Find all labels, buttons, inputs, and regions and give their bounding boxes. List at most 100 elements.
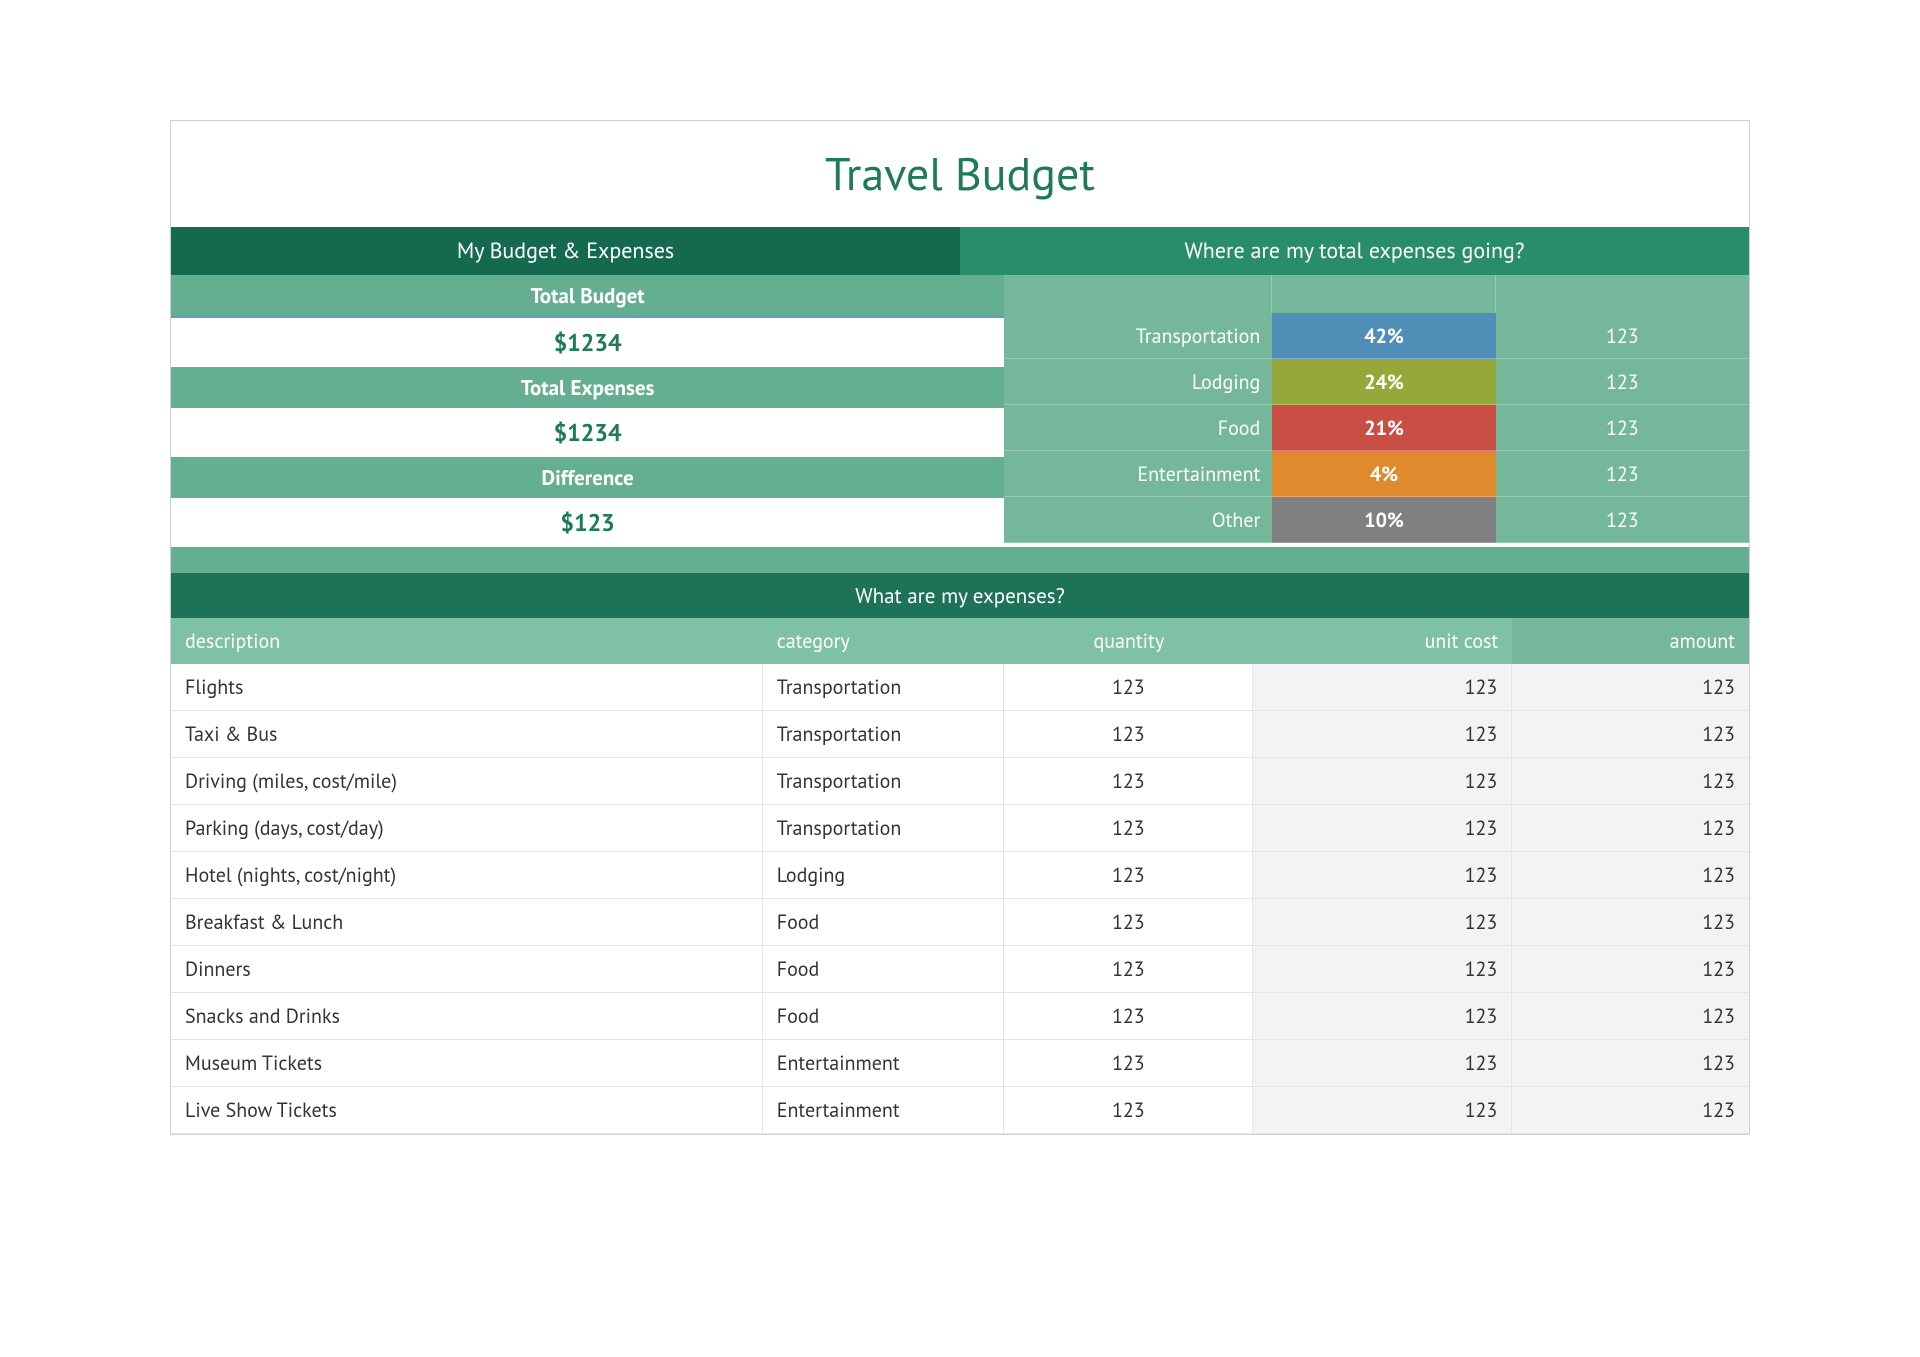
total-expenses-label: Total Expenses [171,367,1004,408]
cell-amount[interactable]: 123 [1512,899,1749,945]
total-expenses-value[interactable]: $1234 [171,408,1004,457]
cell-amount[interactable]: 123 [1512,993,1749,1039]
summary-block: Total Budget $1234 Total Expenses $1234 … [171,275,1749,547]
cell-category[interactable]: Transportation [763,805,1004,851]
cell-description[interactable]: Snacks and Drinks [171,993,763,1039]
col-amount: amount [1512,618,1749,664]
breakdown-pct: 10% [1272,497,1495,543]
breakdown-value: 123 [1496,359,1749,405]
cell-quantity[interactable]: 123 [1004,664,1253,710]
cell-quantity[interactable]: 123 [1004,758,1253,804]
breakdown-label: Entertainment [1004,451,1272,497]
cell-category[interactable]: Food [763,993,1004,1039]
breakdown-pct: 42% [1272,313,1495,359]
expense-row[interactable]: Hotel (nights, cost/night)Lodging1231231… [171,852,1749,899]
expense-row[interactable]: Live Show TicketsEntertainment123123123 [171,1087,1749,1134]
expenses-column-headers: description category quantity unit cost … [171,618,1749,664]
cell-amount[interactable]: 123 [1512,946,1749,992]
difference-value[interactable]: $123 [171,498,1004,547]
budget-sheet: Travel Budget My Budget & Expenses Where… [170,120,1750,1135]
cell-quantity[interactable]: 123 [1004,993,1253,1039]
expenses-section-title: What are my expenses? [171,573,1749,618]
cell-amount[interactable]: 123 [1512,664,1749,710]
cell-unit-cost[interactable]: 123 [1253,664,1512,710]
col-description: description [171,618,763,664]
breakdown-pct: 21% [1272,405,1495,451]
cell-category[interactable]: Transportation [763,711,1004,757]
cell-description[interactable]: Parking (days, cost/day) [171,805,763,851]
cell-amount[interactable]: 123 [1512,805,1749,851]
breakdown-table: Transportation42%123Lodging24%123Food21%… [1004,275,1749,547]
cell-unit-cost[interactable]: 123 [1253,1087,1512,1133]
cell-description[interactable]: Driving (miles, cost/mile) [171,758,763,804]
cell-description[interactable]: Live Show Tickets [171,1087,763,1133]
cell-unit-cost[interactable]: 123 [1253,1040,1512,1086]
banner-row: My Budget & Expenses Where are my total … [171,227,1749,275]
breakdown-label: Transportation [1004,313,1272,359]
page-title: Travel Budget [171,121,1749,227]
breakdown-row: Lodging24%123 [1004,359,1749,405]
cell-description[interactable]: Dinners [171,946,763,992]
expense-row[interactable]: FlightsTransportation123123123 [171,664,1749,711]
breakdown-spacer-top [1004,275,1749,313]
cell-category[interactable]: Lodging [763,852,1004,898]
breakdown-value: 123 [1496,497,1749,543]
breakdown-pct: 24% [1272,359,1495,405]
cell-unit-cost[interactable]: 123 [1253,852,1512,898]
col-category: category [763,618,1004,664]
expense-row[interactable]: Museum TicketsEntertainment123123123 [171,1040,1749,1087]
cell-quantity[interactable]: 123 [1004,899,1253,945]
cell-quantity[interactable]: 123 [1004,946,1253,992]
breakdown-row: Transportation42%123 [1004,313,1749,359]
breakdown-value: 123 [1496,313,1749,359]
cell-quantity[interactable]: 123 [1004,711,1253,757]
cell-category[interactable]: Entertainment [763,1087,1004,1133]
cell-description[interactable]: Flights [171,664,763,710]
cell-unit-cost[interactable]: 123 [1253,805,1512,851]
cell-unit-cost[interactable]: 123 [1253,711,1512,757]
expense-row[interactable]: Taxi & BusTransportation123123123 [171,711,1749,758]
cell-description[interactable]: Museum Tickets [171,1040,763,1086]
cell-unit-cost[interactable]: 123 [1253,758,1512,804]
cell-description[interactable]: Taxi & Bus [171,711,763,757]
cell-quantity[interactable]: 123 [1004,1087,1253,1133]
difference-label: Difference [171,457,1004,498]
expense-row[interactable]: Snacks and DrinksFood123123123 [171,993,1749,1040]
cell-category[interactable]: Food [763,899,1004,945]
total-budget-label: Total Budget [171,275,1004,316]
cell-amount[interactable]: 123 [1512,852,1749,898]
expense-row[interactable]: Driving (miles, cost/mile)Transportation… [171,758,1749,805]
cell-category[interactable]: Food [763,946,1004,992]
cell-description[interactable]: Hotel (nights, cost/night) [171,852,763,898]
expense-row[interactable]: Breakfast & LunchFood123123123 [171,899,1749,946]
cell-quantity[interactable]: 123 [1004,852,1253,898]
col-unit-cost: unit cost [1253,618,1512,664]
breakdown-label: Lodging [1004,359,1272,405]
cell-description[interactable]: Breakfast & Lunch [171,899,763,945]
cell-unit-cost[interactable]: 123 [1253,899,1512,945]
cell-amount[interactable]: 123 [1512,711,1749,757]
breakdown-label: Other [1004,497,1272,543]
cell-category[interactable]: Entertainment [763,1040,1004,1086]
cell-category[interactable]: Transportation [763,664,1004,710]
breakdown-row: Entertainment4%123 [1004,451,1749,497]
cell-category[interactable]: Transportation [763,758,1004,804]
cell-amount[interactable]: 123 [1512,1087,1749,1133]
breakdown-row: Food21%123 [1004,405,1749,451]
cell-unit-cost[interactable]: 123 [1253,946,1512,992]
summary-left: Total Budget $1234 Total Expenses $1234 … [171,275,1004,547]
expense-row[interactable]: DinnersFood123123123 [171,946,1749,993]
expense-row[interactable]: Parking (days, cost/day)Transportation12… [171,805,1749,852]
banner-left: My Budget & Expenses [171,227,960,275]
breakdown-pct: 4% [1272,451,1495,497]
breakdown-label: Food [1004,405,1272,451]
total-budget-value[interactable]: $1234 [171,316,1004,367]
breakdown-value: 123 [1496,405,1749,451]
banner-right: Where are my total expenses going? [960,227,1749,275]
breakdown-value: 123 [1496,451,1749,497]
cell-quantity[interactable]: 123 [1004,1040,1253,1086]
cell-amount[interactable]: 123 [1512,1040,1749,1086]
cell-unit-cost[interactable]: 123 [1253,993,1512,1039]
cell-quantity[interactable]: 123 [1004,805,1253,851]
cell-amount[interactable]: 123 [1512,758,1749,804]
